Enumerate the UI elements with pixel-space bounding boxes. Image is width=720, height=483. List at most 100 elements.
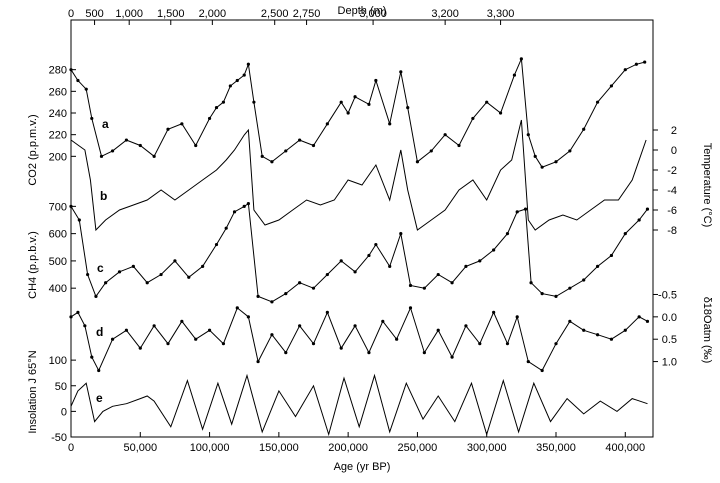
data-point-a (568, 149, 572, 153)
bottom-tick-label: 50,000 (123, 442, 157, 454)
data-point-a (246, 62, 250, 66)
data-point-d (166, 342, 170, 346)
left-tick-label: 260 (49, 86, 67, 98)
right-tick-label: -0.5 (658, 289, 677, 301)
left-axis-ticks: 200 220 240 260 280 400 500 600 700 -50 0 50 100 (49, 65, 76, 444)
data-point-c (232, 210, 237, 214)
data-point-a (325, 122, 329, 126)
data-point-d (221, 342, 226, 346)
data-point-a (554, 160, 558, 164)
data-point-a (207, 116, 212, 121)
plot-frame (70, 19, 654, 438)
data-point-a (498, 111, 503, 115)
data-point-d (325, 310, 329, 314)
data-point-d (270, 333, 274, 337)
top-tick-label: 1,500 (157, 8, 185, 20)
data-point-a (519, 57, 523, 61)
data-point-c (645, 207, 650, 211)
data-point-a (99, 154, 104, 158)
data-point-a (533, 154, 537, 158)
data-point-c (464, 264, 468, 268)
data-point-a (595, 100, 600, 104)
series-line-c (70, 202, 648, 303)
data-point-a (152, 154, 156, 158)
data-point-d (194, 337, 198, 341)
data-point-d (505, 342, 510, 346)
data-point-c (339, 259, 343, 263)
right-tick-label: 0.0 (662, 312, 677, 324)
data-point-d (76, 310, 80, 314)
data-point-d (298, 324, 302, 328)
top-tick-label: 3,000 (359, 8, 387, 20)
data-point-a (69, 68, 73, 72)
bottom-tick-label: 100,000 (190, 442, 230, 454)
series-line-b (70, 119, 647, 232)
data-point-c (224, 226, 228, 230)
data-point-d (464, 324, 468, 328)
left-axis-label-ch4: CH4 (p.p.b.v.) (27, 231, 39, 299)
right-tick-label: 0 (671, 145, 677, 157)
data-point-a (228, 84, 232, 88)
right-axis-ticks: 2 0 -2 -4 -6 -8 -0.5 0.0 0.5 1.0 (653, 125, 677, 369)
series-letter-d: d (96, 325, 103, 339)
data-point-a (457, 143, 461, 148)
series-line-e (70, 373, 648, 437)
data-point-c (187, 275, 191, 279)
data-point-c (77, 218, 81, 222)
data-point-c (173, 259, 177, 263)
data-point-c (242, 204, 246, 208)
data-point-c (623, 232, 627, 236)
data-point-a (609, 84, 614, 88)
data-point-a (406, 105, 410, 110)
series-letter-a: a (102, 117, 109, 131)
data-point-a (270, 160, 274, 164)
left-tick-label: 50 (55, 381, 67, 393)
data-point-d (152, 324, 156, 328)
data-point-a (214, 105, 219, 110)
data-point-c (637, 218, 641, 222)
top-axis-label: Depth (m) (338, 5, 387, 17)
data-point-a (298, 138, 302, 142)
right-tick-label: 1.0 (662, 357, 677, 369)
data-point-d (246, 315, 250, 319)
data-point-c (582, 278, 586, 282)
data-point-a (353, 95, 357, 99)
data-point-d (256, 359, 260, 364)
data-point-d (568, 319, 572, 323)
data-point-c (94, 294, 98, 298)
left-tick-label: -50 (51, 432, 67, 444)
data-point-a (540, 165, 544, 169)
data-point-c (246, 202, 250, 206)
data-point-a (180, 122, 184, 126)
data-point-d (478, 342, 482, 346)
series-line-a (70, 58, 645, 168)
top-tick-label: 1,000 (115, 8, 143, 20)
right-axis-label-d18o: δ18Oatm (‰) (701, 297, 713, 364)
data-point-c (69, 204, 73, 208)
data-point-a (443, 133, 447, 137)
data-point-a (124, 138, 129, 142)
data-point-a (388, 122, 392, 126)
data-point-c (505, 232, 510, 236)
data-point-a (415, 160, 420, 164)
left-axis-label-co2: CO2 (p.p.m.v.) (27, 114, 39, 185)
data-point-c (159, 272, 163, 277)
series-letter-e: e (96, 391, 103, 405)
data-point-c (436, 272, 440, 277)
left-tick-label: 600 (49, 229, 67, 241)
data-point-a (512, 73, 517, 77)
data-point-a (311, 143, 316, 148)
data-point-a (284, 149, 288, 153)
data-point-c (609, 253, 614, 258)
data-point-d (353, 324, 357, 328)
data-point-d (235, 306, 239, 310)
data-point-c (554, 294, 558, 298)
data-point-d (180, 319, 184, 323)
right-tick-label: 2 (671, 125, 677, 137)
left-tick-label: 240 (49, 108, 67, 120)
data-point-d (367, 351, 371, 355)
data-point-c (311, 286, 316, 290)
data-point-d (540, 368, 544, 373)
data-point-c (523, 207, 528, 211)
